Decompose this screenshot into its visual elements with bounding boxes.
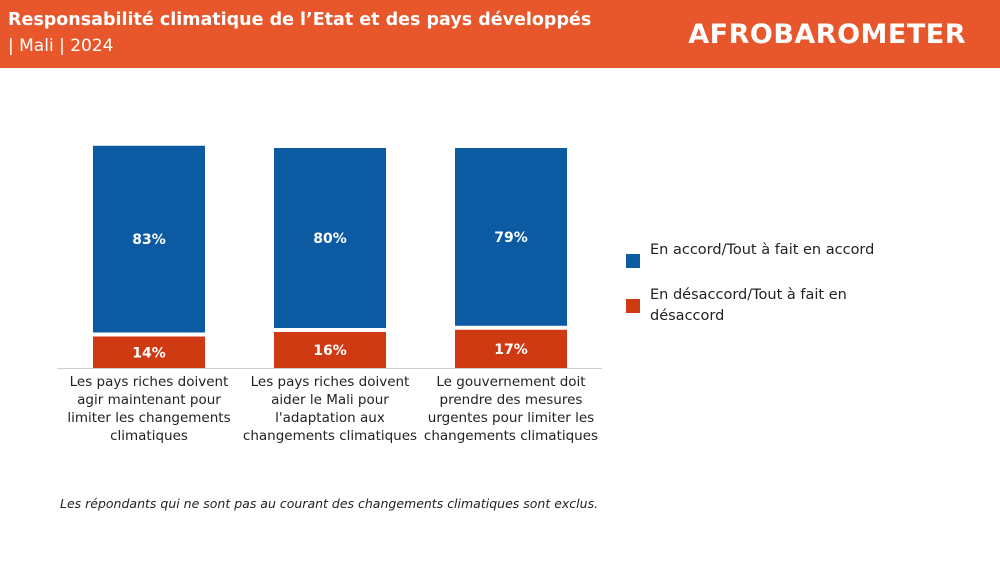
data-label-accord-3: 79%	[494, 230, 528, 246]
data-label-desaccord-3: 17%	[494, 342, 528, 358]
category-label-3: Le gouvernement doit prendre des mesures…	[421, 373, 601, 445]
legend-swatch-accord	[626, 254, 640, 268]
data-label-accord-1: 83%	[132, 232, 166, 248]
category-label-2: Les pays riches doivent aider le Mali po…	[240, 373, 420, 445]
data-label-accord-2: 80%	[313, 231, 347, 247]
legend-label-accord: En accord/Tout à fait en accord	[650, 240, 886, 261]
legend: En accord/Tout à fait en accord En désac…	[626, 240, 886, 351]
legend-item-accord: En accord/Tout à fait en accord	[626, 240, 886, 261]
legend-label-desaccord: En désaccord/Tout à fait en désaccord	[650, 285, 886, 327]
legend-item-desaccord: En désaccord/Tout à fait en désaccord	[626, 285, 886, 327]
footnote: Les répondants qui ne sont pas au couran…	[60, 496, 598, 511]
category-label-1: Les pays riches doivent agir maintenant …	[59, 373, 239, 445]
legend-swatch-desaccord	[626, 299, 640, 313]
data-label-desaccord-1: 14%	[132, 345, 166, 361]
data-label-desaccord-2: 16%	[313, 343, 347, 359]
